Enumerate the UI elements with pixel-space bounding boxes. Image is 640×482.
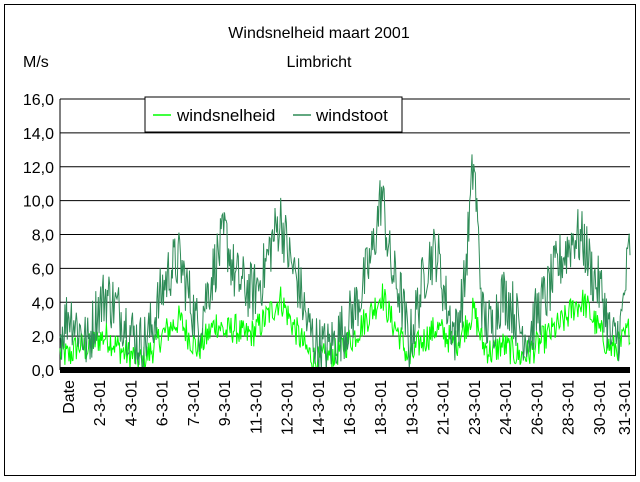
chart-subtitle: Limbricht (287, 54, 352, 71)
series-windstoot-line (59, 154, 631, 371)
x-tick-label: 21-3-01 (436, 380, 453, 435)
x-tick-label: 9-3-01 (217, 380, 234, 426)
x-tick-label: 11-3-01 (248, 380, 265, 434)
x-tick-labels: Date 2-3-01 4-3-01 6-3-01 7-3-01 9-3-01 11-3-0… (61, 380, 634, 435)
chart: Windsnelheid maart 2001 Limbricht M/s 16… (23, 25, 634, 435)
legend-box (144, 96, 403, 133)
y-tick-labels: 16,0 14,0 12,0 10,0 8,0 6,0 4,0 2,0 0,0 (23, 92, 54, 380)
x-tick-label: 26-3-01 (529, 380, 546, 435)
x-tick-label: 14-3-01 (311, 380, 328, 435)
x-tick-label: 18-3-01 (373, 380, 390, 435)
x-tick-label: 31-3-01 (617, 380, 634, 435)
x-tick-label: Date (61, 380, 78, 414)
x-tick-label: 4-3-01 (123, 380, 140, 426)
x-axis (60, 367, 630, 373)
grid-lines (59, 98, 630, 370)
y-axis-label: M/s (23, 54, 49, 71)
y-tick-label: 6,0 (32, 261, 54, 278)
x-tick-label: 30-3-01 (592, 380, 609, 435)
x-axis-baseline (60, 367, 630, 373)
x-tick-label: 19-3-01 (404, 380, 421, 435)
x-tick-label: 28-3-01 (561, 380, 578, 435)
x-tick-label: 24-3-01 (498, 380, 515, 435)
y-tick-label: 14,0 (23, 126, 54, 143)
y-tick-label: 2,0 (32, 329, 54, 346)
x-tick-label: 2-3-01 (92, 380, 109, 426)
y-tick-label: 16,0 (23, 92, 54, 109)
x-tick-label: 16-3-01 (342, 380, 359, 435)
y-tick-label: 12,0 (23, 160, 54, 177)
x-tick-label: 23-3-01 (467, 380, 484, 435)
x-tick-label: 12-3-01 (280, 380, 297, 435)
x-tick-label: 6-3-01 (155, 380, 172, 426)
legend-label-windsnelheid: windsnelheid (176, 106, 275, 125)
chart-frame: Windsnelheid maart 2001 Limbricht M/s 16… (4, 4, 636, 476)
y-tick-label: 8,0 (32, 228, 54, 245)
y-tick-label: 4,0 (32, 295, 54, 312)
legend: windsnelheid windstoot (144, 96, 403, 133)
x-tick-label: 7-3-01 (186, 380, 203, 426)
legend-label-windstoot: windstoot (315, 106, 388, 125)
series-lines (59, 154, 631, 371)
y-tick-label: 10,0 (23, 194, 54, 211)
chart-title: Windsnelheid maart 2001 (228, 25, 410, 42)
y-tick-label: 0,0 (32, 363, 54, 380)
